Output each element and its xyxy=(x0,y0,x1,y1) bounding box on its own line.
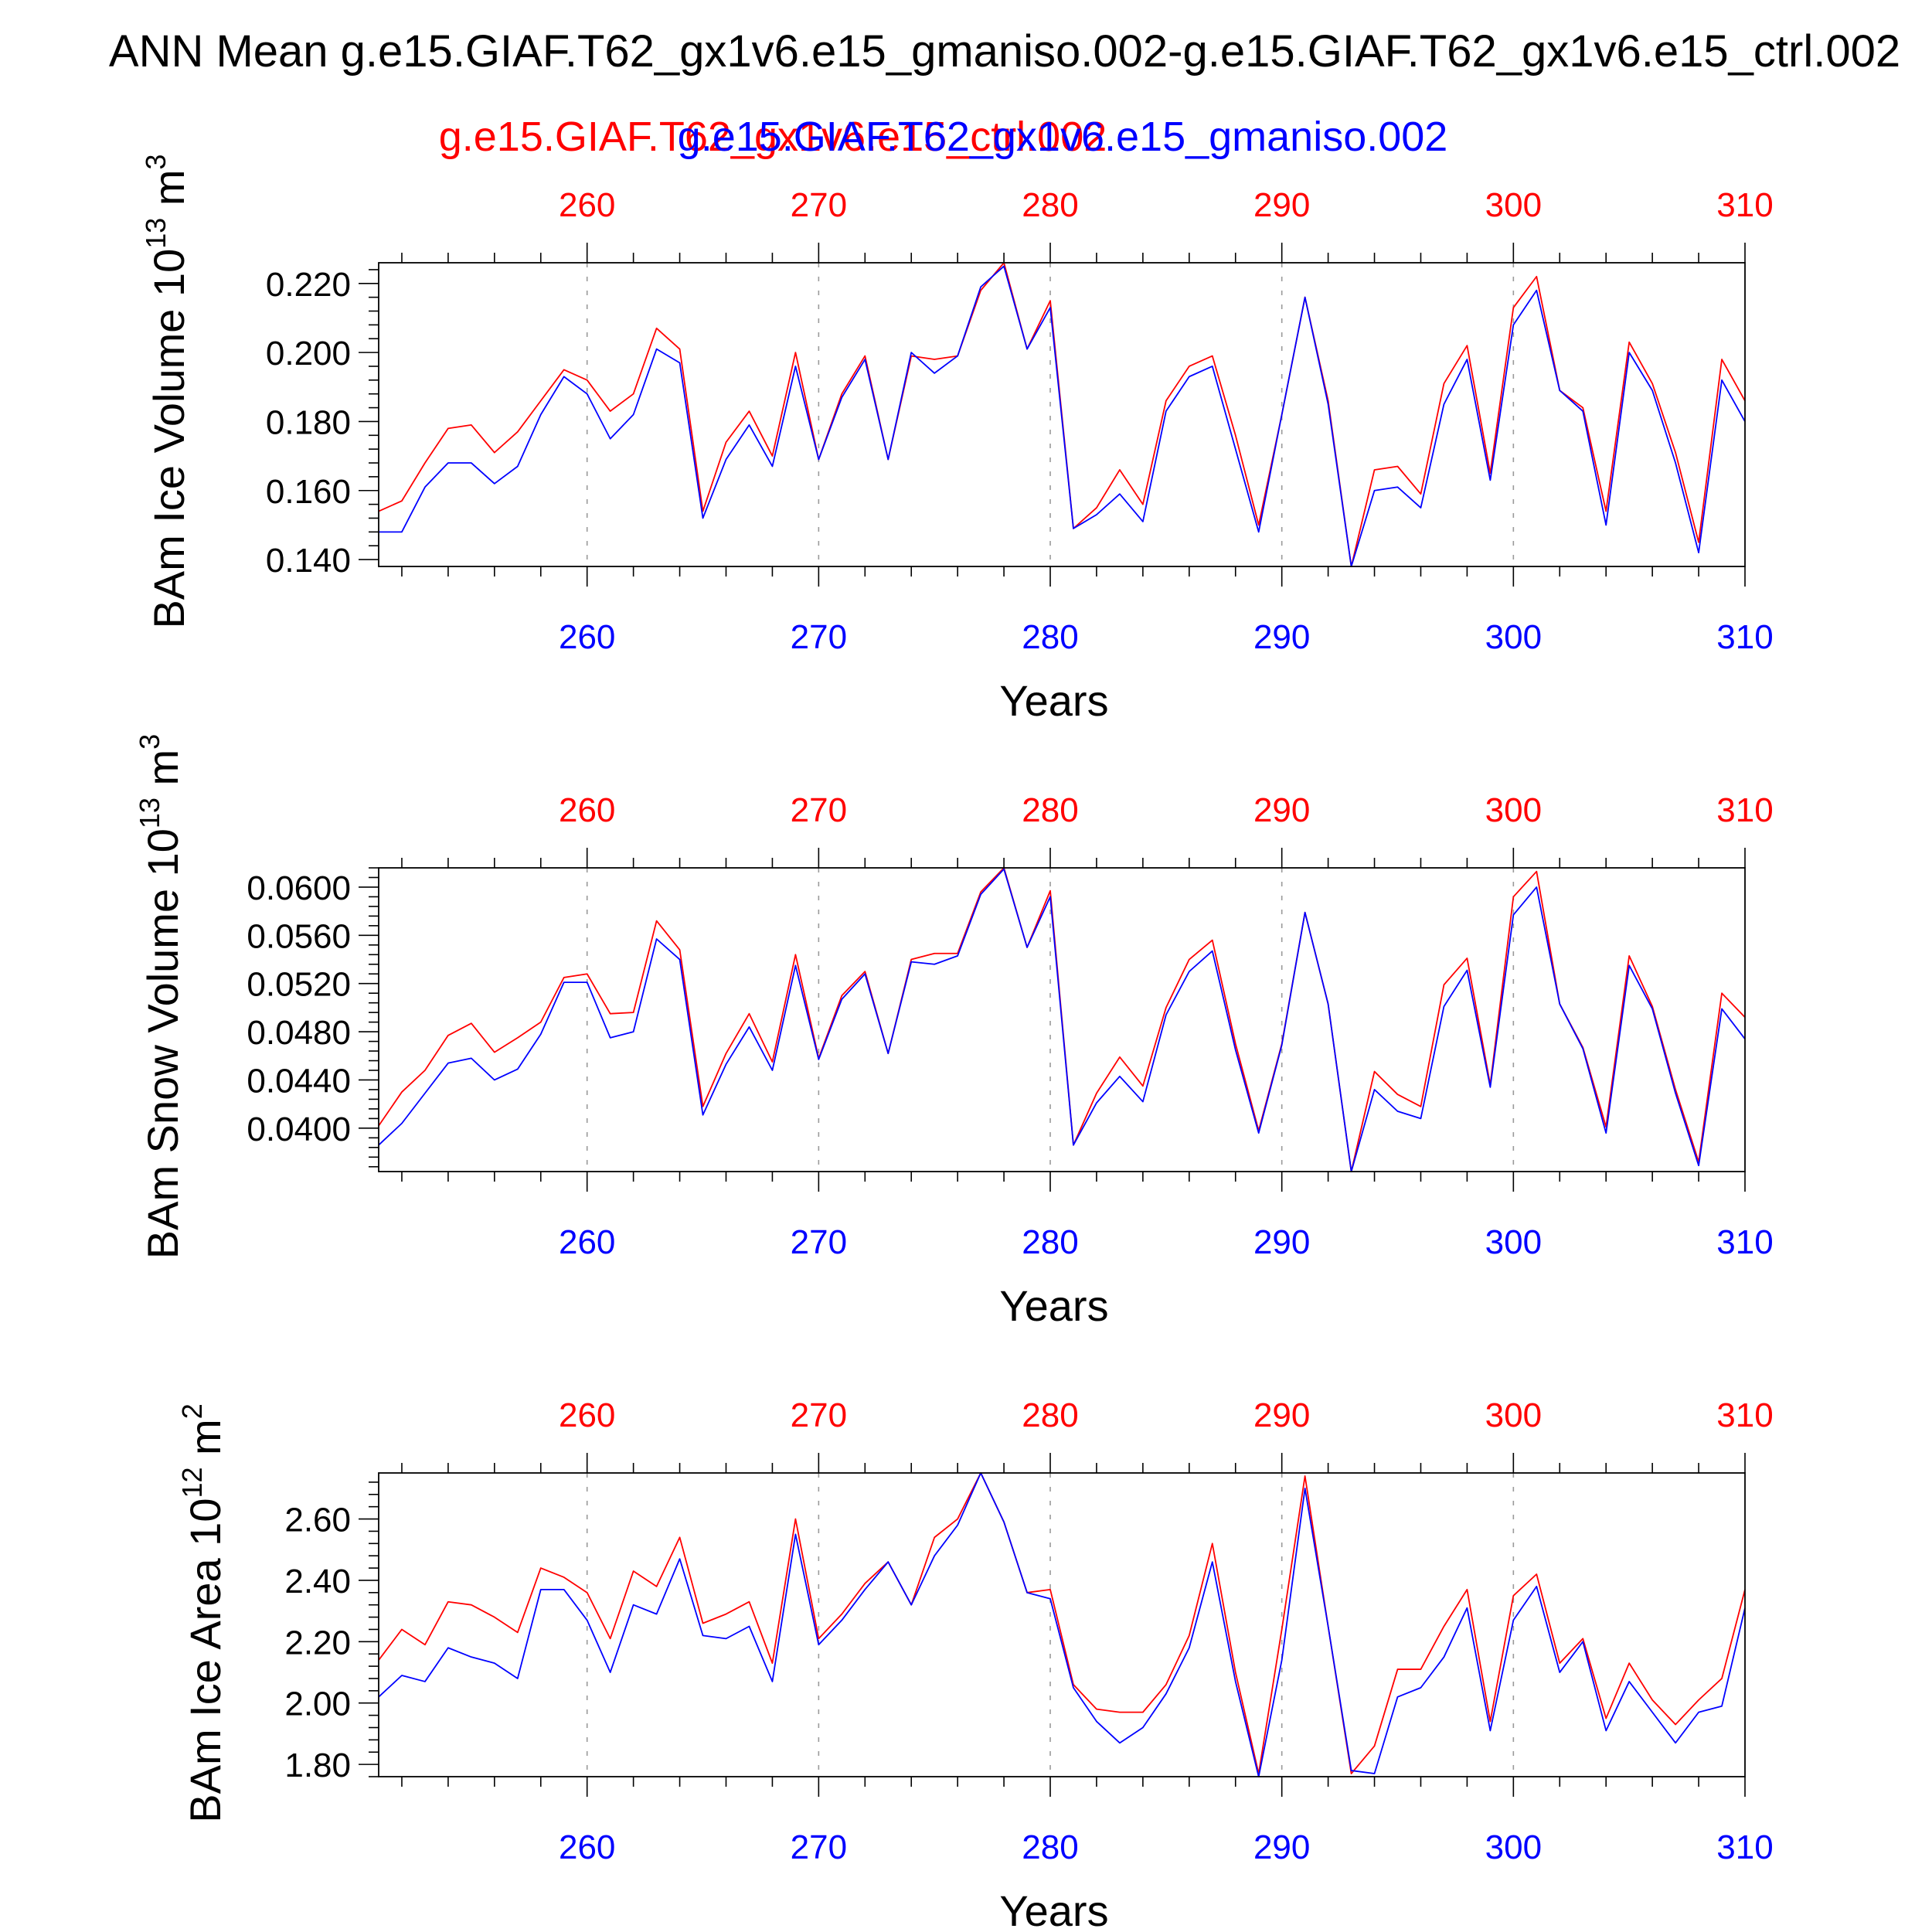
series-line-blue xyxy=(378,1472,1746,1777)
x-tick-label-top: 300 xyxy=(1485,186,1542,224)
y-tick-label: 0.180 xyxy=(266,403,351,441)
x-tick-label-bottom: 310 xyxy=(1716,1828,1773,1866)
x-tick-label-bottom: 310 xyxy=(1716,1223,1773,1261)
y-tick-label: 2.60 xyxy=(284,1502,351,1539)
plot-frame xyxy=(378,867,1746,1172)
y-axis-label: BAm Ice Volume 1013 m3 xyxy=(140,154,193,628)
x-axis-label: Years xyxy=(999,1281,1108,1330)
x-tick-label-bottom: 300 xyxy=(1485,1223,1542,1261)
x-tick-label-top: 290 xyxy=(1253,791,1310,829)
x-tick-label-bottom: 260 xyxy=(559,1828,615,1866)
x-tick-label-bottom: 280 xyxy=(1022,1828,1078,1866)
x-tick-label-top: 280 xyxy=(1022,791,1078,829)
plot-frame xyxy=(378,262,1746,567)
y-tick-label: 0.140 xyxy=(266,542,351,580)
figure-title: ANN Mean g.e15.GIAF.T62_gx1v6.e15_gmanis… xyxy=(109,26,1900,77)
y-tick-label: 1.80 xyxy=(284,1747,351,1784)
x-tick-label-top: 260 xyxy=(559,186,615,224)
x-tick-label-bottom: 290 xyxy=(1253,1828,1310,1866)
series-line-blue xyxy=(379,265,1746,567)
y-tick-label: 0.0440 xyxy=(247,1062,351,1100)
x-tick-label-top: 280 xyxy=(1022,186,1078,224)
x-tick-label-top: 310 xyxy=(1716,1396,1773,1434)
x-tick-label-top: 260 xyxy=(559,791,615,829)
x-tick-label-bottom: 280 xyxy=(1022,618,1078,656)
x-tick-label-bottom: 270 xyxy=(791,1223,847,1261)
x-tick-label-bottom: 270 xyxy=(791,618,847,656)
x-tick-label-bottom: 310 xyxy=(1716,618,1773,656)
x-tick-label-bottom: 270 xyxy=(791,1828,847,1866)
x-tick-label-top: 310 xyxy=(1716,186,1773,224)
x-tick-label-top: 280 xyxy=(1022,1396,1078,1434)
x-tick-label-top: 300 xyxy=(1485,791,1542,829)
series-line-blue xyxy=(378,868,1746,1172)
y-axis-label: BAm Ice Area 1012 m2 xyxy=(176,1403,230,1823)
y-tick-label: 0.0400 xyxy=(247,1111,351,1148)
legend-blue-label: g.e15.GIAF.T62_gx1v6.e15_gmaniso.002 xyxy=(678,114,1448,160)
y-tick-label: 0.200 xyxy=(266,335,351,372)
y-tick-label: 0.0520 xyxy=(247,966,351,1004)
y-tick-label: 2.40 xyxy=(284,1563,351,1600)
x-tick-label-top: 290 xyxy=(1253,186,1310,224)
x-tick-label-top: 270 xyxy=(791,1396,847,1434)
x-axis-label: Years xyxy=(999,676,1108,725)
y-tick-label: 0.0480 xyxy=(247,1014,351,1052)
x-tick-label-bottom: 300 xyxy=(1485,1828,1542,1866)
x-tick-label-top: 290 xyxy=(1253,1396,1310,1434)
x-tick-label-bottom: 300 xyxy=(1485,618,1542,656)
x-tick-label-bottom: 290 xyxy=(1253,618,1310,656)
y-tick-label: 2.00 xyxy=(284,1685,351,1723)
x-tick-label-top: 310 xyxy=(1716,791,1773,829)
y-tick-label: 0.220 xyxy=(266,266,351,304)
chart-panel-2: 260 260 270 270 280 280 290 290 300 300 310 310 0.04… xyxy=(134,734,1774,1330)
x-tick-label-top: 270 xyxy=(791,186,847,224)
chart-panel-3: 260 260 270 270 280 280 290 290 300 300 310 310 1.80… xyxy=(176,1396,1774,1932)
x-tick-label-top: 260 xyxy=(559,1396,615,1434)
y-tick-label: 0.0560 xyxy=(247,917,351,955)
x-tick-label-top: 270 xyxy=(791,791,847,829)
y-tick-label: 0.0600 xyxy=(247,869,351,907)
x-tick-label-top: 300 xyxy=(1485,1396,1542,1434)
chart-panel-1: 260 260 270 270 280 280 290 290 300 300 310 310 0.14… xyxy=(140,154,1774,725)
series-line-red xyxy=(378,1472,1746,1774)
x-tick-label-bottom: 260 xyxy=(559,618,615,656)
x-tick-label-bottom: 290 xyxy=(1253,1223,1310,1261)
y-tick-label: 0.160 xyxy=(266,473,351,511)
plot-frame xyxy=(378,1472,1746,1777)
x-axis-label: Years xyxy=(999,1886,1108,1932)
y-tick-label: 2.20 xyxy=(284,1624,351,1662)
legend-red-label: g.e15.GIAF.T62_gx1v6.e15_ctrl.002 xyxy=(439,114,1107,160)
y-axis-label: BAm Snow Volume 1013 m3 xyxy=(134,734,187,1259)
x-tick-label-bottom: 260 xyxy=(559,1223,615,1261)
x-tick-label-bottom: 280 xyxy=(1022,1223,1078,1261)
